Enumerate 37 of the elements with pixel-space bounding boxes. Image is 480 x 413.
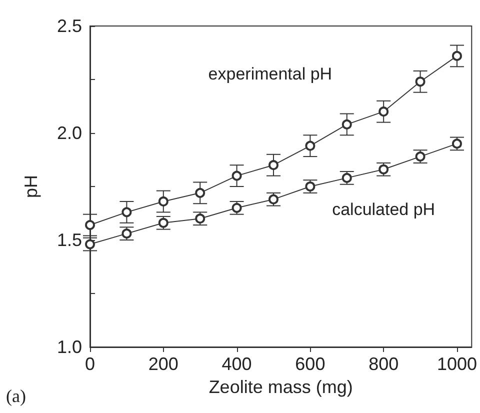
point: [342, 172, 352, 183]
x-tick-label: 200: [148, 354, 178, 374]
y-axis-title: pH: [21, 174, 41, 198]
point: [122, 228, 132, 239]
point: [268, 160, 278, 170]
point: [122, 207, 132, 218]
y-tick-label: 2.0: [56, 123, 82, 143]
y-tick-label: 1.0: [56, 337, 82, 357]
x-tick-label: 1000: [436, 354, 477, 374]
x-tick-label: 800: [368, 354, 399, 374]
point: [342, 119, 352, 130]
y-tick-label: 2.5: [56, 16, 82, 36]
point: [305, 182, 316, 192]
text: experimental pH: [208, 64, 332, 84]
point: [415, 76, 426, 87]
point: [378, 106, 389, 117]
point: [195, 214, 206, 224]
point: [158, 218, 168, 228]
point: [232, 202, 242, 213]
point: [85, 220, 95, 230]
point: [415, 152, 426, 162]
x-tick-label: 600: [295, 354, 326, 374]
x-axis-title: Zeolite mass (mg): [208, 376, 353, 397]
point: [232, 170, 242, 181]
point: [452, 50, 462, 61]
point: [452, 138, 462, 149]
point: [378, 164, 389, 174]
point: [85, 239, 95, 250]
series-label: calculated pH: [332, 200, 436, 219]
x-tick-label: 400: [222, 354, 252, 374]
point: [158, 196, 168, 206]
x-tick-label: 0: [84, 354, 96, 374]
y-tick-label: 1.5: [56, 230, 82, 250]
point: [268, 194, 278, 204]
point: [305, 140, 316, 151]
point: [195, 188, 206, 198]
text: (a): [6, 386, 26, 406]
